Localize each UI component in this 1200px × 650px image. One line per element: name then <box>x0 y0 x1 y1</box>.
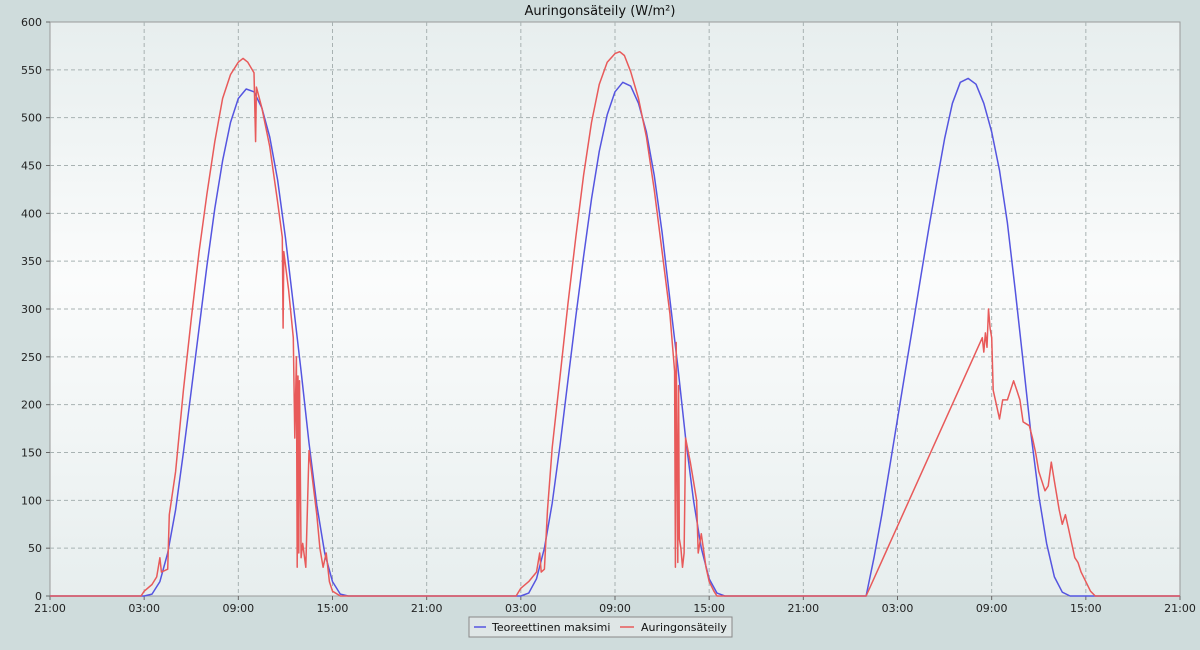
y-tick-label: 450 <box>21 160 42 173</box>
x-tick-label: 21:00 <box>1164 602 1196 615</box>
axes: 0 50 100 150 200 250 300 350 400 450 500 550 600 21:0… <box>21 16 1196 615</box>
y-tick-label: 300 <box>21 303 42 316</box>
x-tick-label: 15:00 <box>317 602 349 615</box>
x-tick-label: 09:00 <box>599 602 631 615</box>
x-tick-label: 09:00 <box>976 602 1008 615</box>
y-tick-label: 50 <box>28 542 42 555</box>
y-tick-label: 100 <box>21 494 42 507</box>
chart-title: Auringonsäteily (W/m²) <box>525 4 676 19</box>
y-tick-label: 350 <box>21 255 42 268</box>
legend: Teoreettinen maksimi Auringonsäteily <box>468 616 733 638</box>
x-tick-label: 15:00 <box>1070 602 1102 615</box>
y-tick-label: 250 <box>21 351 42 364</box>
x-tick-label: 09:00 <box>222 602 254 615</box>
x-tick-label: 03:00 <box>882 602 914 615</box>
x-tick-label: 21:00 <box>411 602 443 615</box>
series-line-measured-radiation <box>50 50 1180 597</box>
legend-box <box>468 616 733 638</box>
y-tick-label: 550 <box>21 64 42 77</box>
y-tick-label: 600 <box>21 16 42 29</box>
y-tick-label: 0 <box>35 590 42 603</box>
y-tick-label: 200 <box>21 399 42 412</box>
x-tick-label: 21:00 <box>787 602 819 615</box>
grid <box>50 22 1180 596</box>
y-tick-label: 400 <box>21 207 42 220</box>
legend-label-measured: Auringonsäteily <box>641 621 727 634</box>
series-lines <box>50 50 1180 597</box>
y-tick-label: 500 <box>21 112 42 125</box>
legend-label-theoretical: Teoreettinen maksimi <box>491 621 610 634</box>
x-tick-label: 03:00 <box>128 602 160 615</box>
x-tick-label: 15:00 <box>693 602 725 615</box>
y-tick-label: 150 <box>21 447 42 460</box>
x-tick-label: 03:00 <box>505 602 537 615</box>
x-tick-label: 21:00 <box>34 602 66 615</box>
series-line-theoretical-max <box>50 77 1180 597</box>
